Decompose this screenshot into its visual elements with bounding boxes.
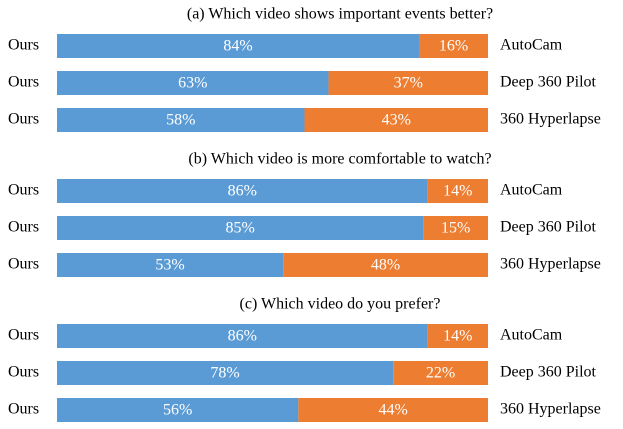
chart-title: (c) Which video do you prefer? — [240, 296, 441, 313]
category-label: AutoCam — [500, 37, 563, 54]
value-label: 43% — [382, 112, 411, 129]
chart-title: (b) Which video is more comfortable to w… — [188, 151, 491, 168]
bar-segment — [57, 108, 305, 132]
category-label: Deep 360 Pilot — [500, 219, 597, 236]
value-label: 85% — [226, 220, 255, 237]
bar-segment — [283, 253, 488, 277]
row-label: Ours — [8, 364, 39, 381]
value-label: 16% — [439, 38, 468, 55]
value-label: 48% — [371, 257, 400, 274]
value-label: 14% — [443, 183, 472, 200]
value-label: 86% — [228, 328, 257, 345]
value-label: 15% — [441, 220, 470, 237]
bar-segment — [393, 361, 488, 385]
value-label: 78% — [210, 365, 239, 382]
category-label: 360 Hyperlapse — [500, 256, 601, 273]
value-label: 84% — [223, 38, 252, 55]
bar-segment — [57, 179, 428, 203]
chart-title: (a) Which video shows important events b… — [187, 6, 493, 23]
bar-segment — [57, 253, 284, 277]
bar-segment — [57, 361, 394, 385]
bar-segment — [304, 108, 488, 132]
row-label: Ours — [8, 37, 39, 54]
bar-segment — [419, 34, 488, 58]
value-label: 22% — [426, 365, 455, 382]
value-label: 58% — [166, 112, 195, 129]
row-label: Ours — [8, 401, 39, 418]
row-label: Ours — [8, 219, 39, 236]
bar-segment — [427, 179, 488, 203]
value-label: 44% — [379, 402, 408, 419]
value-label: 86% — [228, 183, 257, 200]
value-label: 37% — [394, 75, 423, 92]
category-label: AutoCam — [500, 182, 563, 199]
category-label: AutoCam — [500, 327, 563, 344]
category-label: 360 Hyperlapse — [500, 111, 601, 128]
bar-segment — [427, 324, 488, 348]
bar-segment — [57, 398, 299, 422]
value-label: 53% — [155, 257, 184, 274]
bar-segment — [57, 324, 428, 348]
category-label: 360 Hyperlapse — [500, 401, 601, 418]
row-label: Ours — [8, 182, 39, 199]
row-label: Ours — [8, 111, 39, 128]
bar-segment — [423, 216, 488, 240]
bar-segment — [298, 398, 488, 422]
value-label: 63% — [178, 75, 207, 92]
value-label: 56% — [163, 402, 192, 419]
bar-segment — [328, 71, 488, 95]
bar-segment — [57, 71, 329, 95]
row-label: Ours — [8, 327, 39, 344]
category-label: Deep 360 Pilot — [500, 364, 597, 381]
value-label: 14% — [443, 328, 472, 345]
bar-segment — [57, 216, 424, 240]
row-label: Ours — [8, 256, 39, 273]
row-label: Ours — [8, 74, 39, 91]
bar-segment — [57, 34, 420, 58]
category-label: Deep 360 Pilot — [500, 74, 597, 91]
